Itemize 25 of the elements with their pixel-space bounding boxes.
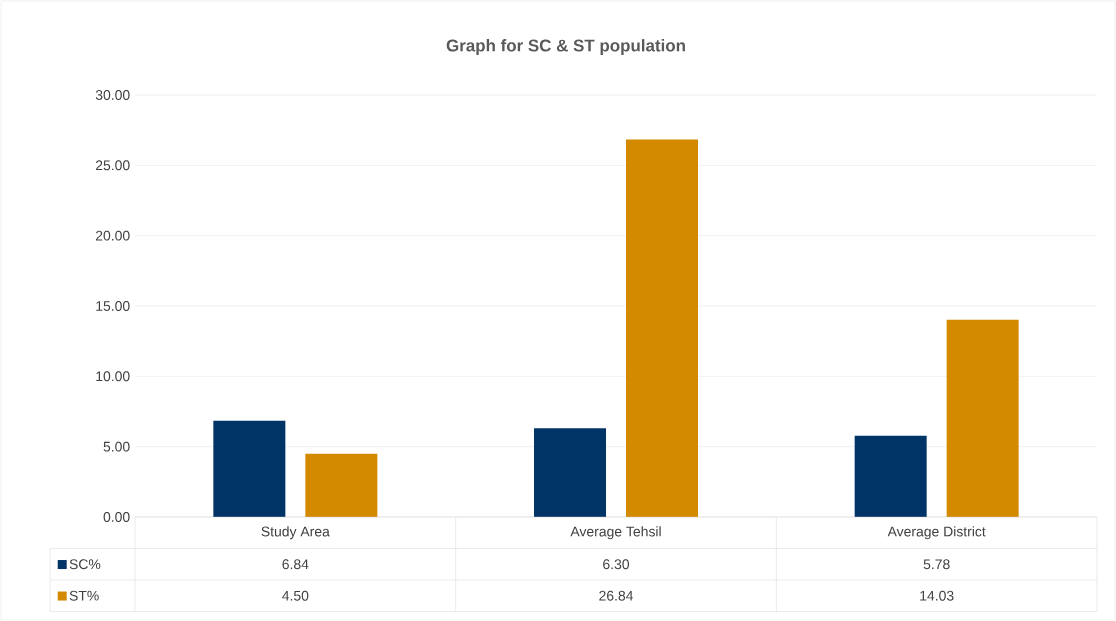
- y-tick-label: 10.00: [96, 371, 130, 382]
- bar: [946, 319, 1019, 517]
- data-label: 6.30: [603, 559, 630, 570]
- y-tick-label: 30.00: [95, 90, 130, 100]
- y-tick-label: 0.00: [103, 512, 130, 522]
- data-label: 4.50: [282, 590, 309, 601]
- legend-label: ST%: [69, 590, 99, 601]
- bar: [626, 139, 699, 517]
- y-tick-label: 5.00: [103, 441, 130, 452]
- data-label: 6.84: [282, 559, 309, 570]
- chart-title: Graph for SC & ST population: [446, 39, 685, 55]
- x-tick-label: Study Area: [261, 526, 330, 540]
- y-tick-label: 15.00: [96, 301, 130, 311]
- data-label: 26.84: [599, 590, 634, 601]
- legend-label: SC%: [69, 559, 101, 570]
- bar: [213, 420, 286, 517]
- bar: [854, 435, 927, 517]
- x-tick-label: Average District: [887, 526, 986, 540]
- x-tick-label: Average Tehsil: [570, 526, 661, 540]
- bar: [305, 453, 378, 517]
- y-tick-label: 25.00: [95, 160, 130, 171]
- data-label: 14.03: [920, 590, 954, 601]
- data-label: 5.78: [923, 559, 950, 570]
- y-tick-label: 20.00: [95, 230, 130, 241]
- bar: [534, 428, 607, 517]
